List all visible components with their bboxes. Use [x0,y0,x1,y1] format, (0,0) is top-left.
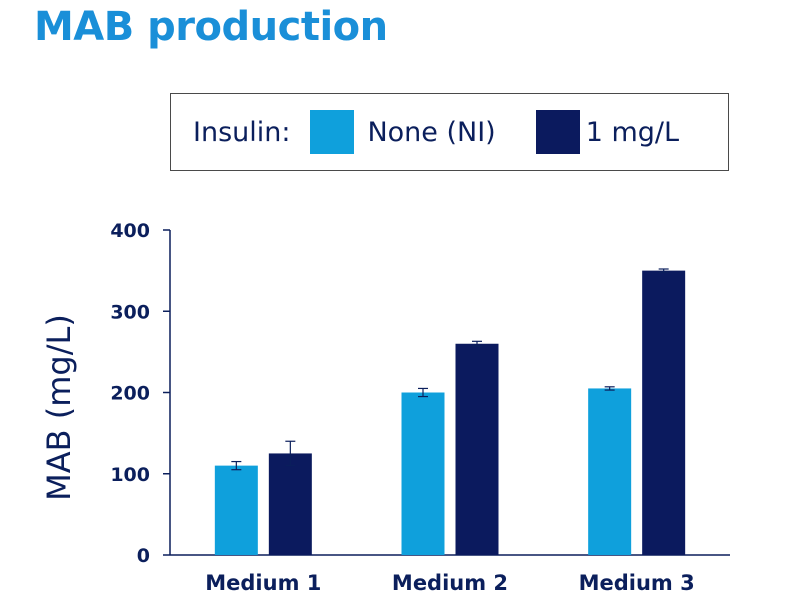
axis-labels: 0 100 200 300 400 MAB (mg/L) Medium 1 Medium 2 M… [40,220,695,595]
legend-title: Insulin: [193,116,291,148]
bar-1mgl [268,453,312,555]
bar-none [588,388,632,555]
chart-title: MAB production [34,4,388,50]
y-tick-label: 200 [110,383,150,405]
bar-1mgl [455,343,499,555]
y-tick-label: 0 [137,545,150,567]
bar-none [214,465,258,555]
legend-label-1mgl: 1 mg/L [585,116,680,148]
x-category-label: Medium 2 [392,571,508,595]
bars [214,268,686,555]
y-tick-label: 300 [110,301,150,323]
x-category-label: Medium 3 [579,571,695,595]
axes [163,229,730,556]
y-tick-label: 100 [110,464,150,486]
y-tick-label: 400 [110,220,150,242]
x-category-label: Medium 1 [205,571,321,595]
legend-label-none: None (NI) [367,116,496,148]
y-axis-label: MAB (mg/L) [40,314,78,501]
legend-swatch-none [310,110,355,154]
legend-swatch-1mgl [535,110,580,154]
bar-none [401,392,445,555]
bar-1mgl [642,270,686,555]
legend: Insulin: None (NI) 1 mg/L [170,93,729,171]
